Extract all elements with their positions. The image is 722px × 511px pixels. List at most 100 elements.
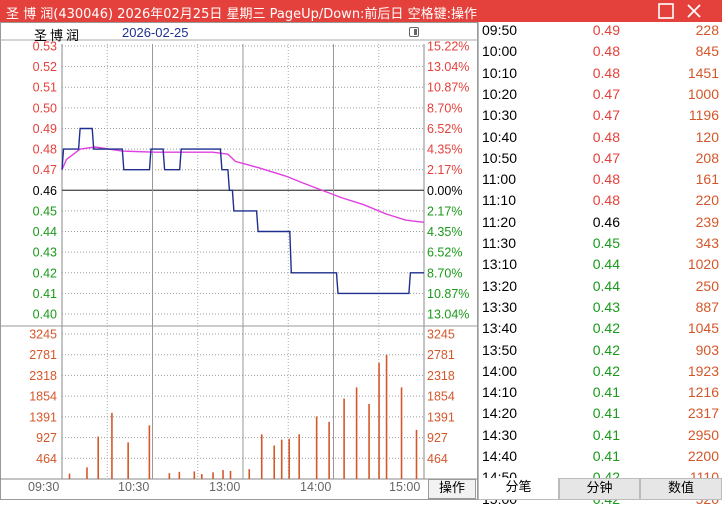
tick-time: 11:10 bbox=[482, 192, 516, 208]
tick-volume: 2317 bbox=[688, 405, 719, 421]
tick-price: 0.41 bbox=[593, 427, 620, 443]
tab-values[interactable]: 数值 bbox=[640, 478, 722, 500]
volume-tick-label-right: 2781 bbox=[427, 348, 455, 362]
tab-trades[interactable]: 分笔 bbox=[478, 478, 559, 500]
tick-row: 11:20 0.46 239 bbox=[479, 213, 722, 234]
price-tick-label: 0.47 bbox=[33, 163, 57, 177]
tick-price: 0.42 bbox=[593, 320, 620, 336]
tick-price: 0.41 bbox=[593, 448, 620, 464]
intraday-chart[interactable]: 0.53 15.22% 0.52 13.04% 0.51 10.87% 0.50 8.70% 0… bbox=[0, 22, 478, 500]
chart-date: 2026-02-25 bbox=[122, 25, 189, 40]
tick-price: 0.47 bbox=[593, 86, 620, 102]
tick-price: 0.46 bbox=[593, 214, 620, 230]
price-tick-label: 0.41 bbox=[33, 287, 57, 301]
tick-time: 10:40 bbox=[482, 129, 517, 145]
pct-tick-label: 10.87% bbox=[427, 81, 469, 95]
pct-tick-label: 2.17% bbox=[427, 163, 462, 177]
price-tick-label: 0.52 bbox=[33, 60, 57, 74]
restore-icon[interactable] bbox=[656, 1, 676, 21]
tick-row: 11:30 0.45 343 bbox=[479, 234, 722, 255]
pct-tick-label: 4.35% bbox=[427, 225, 462, 239]
tick-row: 13:40 0.42 1045 bbox=[479, 319, 722, 340]
tab-bar: 分笔 分钟 数值 bbox=[478, 478, 722, 500]
volume-tick-label-right: 927 bbox=[427, 431, 448, 445]
tick-row: 14:10 0.41 1216 bbox=[479, 383, 722, 404]
tick-volume: 1451 bbox=[688, 65, 719, 81]
title-bar: 圣 博 润(430046) 2026年02月25日 星期三 PageUp/Dow… bbox=[0, 0, 722, 22]
tick-volume: 1923 bbox=[688, 363, 719, 379]
tick-volume: 343 bbox=[696, 235, 719, 251]
pct-tick-label: 13.04% bbox=[427, 308, 469, 322]
pct-tick-label: 8.70% bbox=[427, 101, 462, 115]
tick-row: 10:10 0.48 1451 bbox=[479, 64, 722, 85]
tick-time: 10:50 bbox=[482, 150, 517, 166]
tick-row: 13:10 0.44 1020 bbox=[479, 255, 722, 276]
tick-price: 0.48 bbox=[593, 192, 620, 208]
panel-toggle-icon[interactable] bbox=[409, 27, 419, 37]
tick-price: 0.48 bbox=[593, 43, 620, 59]
tick-volume: 250 bbox=[696, 278, 719, 294]
volume-tick-label-right: 1391 bbox=[427, 410, 455, 424]
tick-time: 14:10 bbox=[482, 384, 517, 400]
tick-time: 10:00 bbox=[482, 43, 517, 59]
x-tick-label: 09:30 bbox=[28, 480, 59, 494]
price-tick-label: 0.44 bbox=[33, 225, 57, 239]
tick-row: 14:20 0.41 2317 bbox=[479, 404, 722, 425]
tick-row: 10:30 0.47 1196 bbox=[479, 106, 722, 127]
tick-time: 13:20 bbox=[482, 278, 517, 294]
volume-tick-label-right: 2318 bbox=[427, 369, 455, 383]
pct-tick-label: 6.52% bbox=[427, 246, 462, 260]
tick-time: 13:10 bbox=[482, 256, 517, 272]
tick-row: 14:30 0.41 2950 bbox=[479, 426, 722, 447]
tick-time: 14:40 bbox=[482, 448, 517, 464]
tick-row: 11:00 0.48 161 bbox=[479, 170, 722, 191]
tick-time: 14:00 bbox=[482, 363, 517, 379]
price-tick-label: 0.50 bbox=[33, 101, 57, 115]
tick-volume: 239 bbox=[696, 214, 719, 230]
pct-tick-label: 0.00% bbox=[427, 184, 462, 198]
tick-price: 0.48 bbox=[593, 65, 620, 81]
tick-time: 10:10 bbox=[482, 65, 517, 81]
price-tick-label: 0.48 bbox=[33, 143, 57, 157]
tab-minutes[interactable]: 分钟 bbox=[559, 478, 640, 500]
tick-volume: 1196 bbox=[689, 107, 719, 123]
volume-tick-label: 464 bbox=[36, 452, 57, 466]
tick-price: 0.47 bbox=[593, 107, 620, 123]
price-tick-label: 0.49 bbox=[33, 122, 57, 136]
tick-row: 14:40 0.41 2200 bbox=[479, 447, 722, 468]
tick-price: 0.47 bbox=[593, 150, 620, 166]
tick-time: 11:30 bbox=[482, 235, 516, 251]
tick-volume: 845 bbox=[696, 43, 719, 59]
price-tick-label: 0.42 bbox=[33, 266, 57, 280]
tick-volume: 208 bbox=[696, 150, 719, 166]
tick-volume: 228 bbox=[696, 22, 719, 38]
tick-price: 0.48 bbox=[593, 171, 620, 187]
price-tick-label: 0.46 bbox=[33, 184, 57, 198]
tick-price: 0.42 bbox=[593, 363, 620, 379]
tick-time: 09:50 bbox=[482, 22, 517, 38]
volume-tick-label: 2318 bbox=[29, 369, 57, 383]
chart-canvas[interactable]: 0.53 15.22% 0.52 13.04% 0.51 10.87% 0.50 8.70% 0… bbox=[0, 22, 478, 500]
tick-volume: 887 bbox=[696, 299, 719, 315]
price-tick-label: 0.51 bbox=[33, 81, 57, 95]
volume-tick-label-right: 1854 bbox=[427, 390, 455, 404]
tick-volume: 220 bbox=[696, 192, 719, 208]
tick-price: 0.45 bbox=[593, 235, 620, 251]
tick-row: 09:50 0.49 228 bbox=[479, 21, 722, 42]
tick-volume: 1000 bbox=[688, 86, 719, 102]
x-tick-label: 13:00 bbox=[209, 480, 240, 494]
close-icon[interactable] bbox=[684, 1, 704, 21]
price-tick-label: 0.43 bbox=[33, 246, 57, 260]
pct-tick-label: 10.87% bbox=[427, 287, 469, 301]
tick-row: 10:50 0.47 208 bbox=[479, 149, 722, 170]
volume-tick-label: 3245 bbox=[29, 328, 57, 342]
volume-tick-label: 1854 bbox=[29, 390, 57, 404]
tick-row: 14:00 0.42 1923 bbox=[479, 362, 722, 383]
tick-time: 10:20 bbox=[482, 86, 517, 102]
tick-list[interactable]: 09:50 0.49 228 10:00 0.48 845 10:10 0.48 1451 10:… bbox=[478, 22, 722, 478]
tick-time: 13:30 bbox=[482, 299, 517, 315]
tick-time: 14:20 bbox=[482, 405, 517, 421]
volume-tick-label-right: 464 bbox=[427, 452, 448, 466]
tick-row: 13:30 0.43 887 bbox=[479, 298, 722, 319]
operation-button[interactable]: 操作 bbox=[428, 479, 476, 499]
